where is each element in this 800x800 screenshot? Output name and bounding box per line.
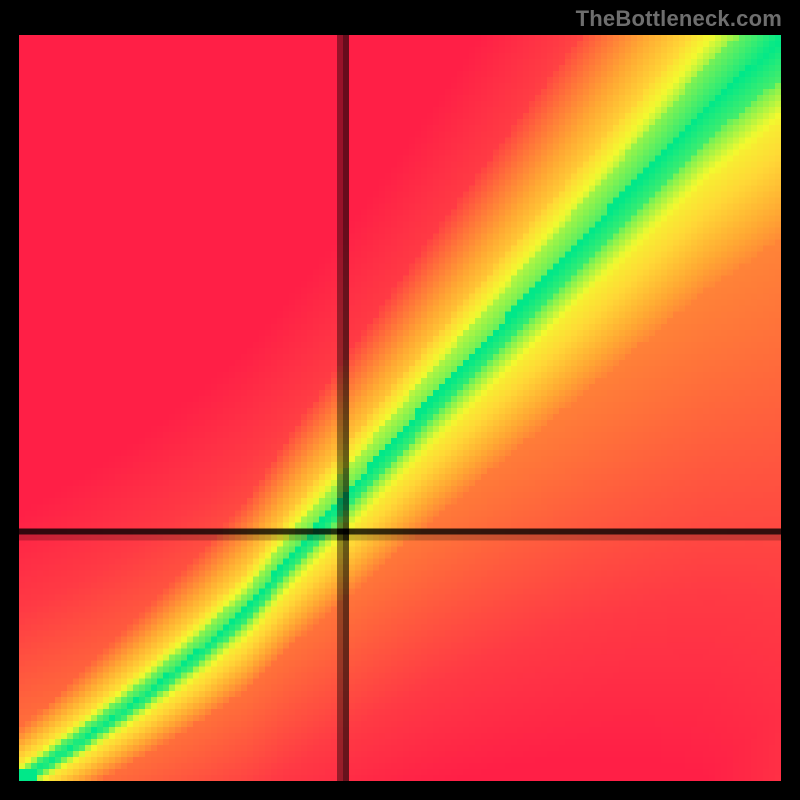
watermark-text: TheBottleneck.com (576, 6, 782, 32)
heatmap-canvas (19, 35, 781, 781)
heatmap-chart (19, 35, 781, 781)
